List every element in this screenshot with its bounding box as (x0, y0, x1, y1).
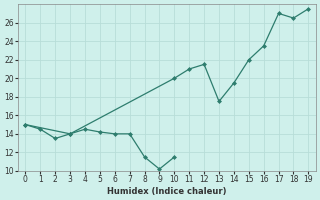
X-axis label: Humidex (Indice chaleur): Humidex (Indice chaleur) (107, 187, 227, 196)
